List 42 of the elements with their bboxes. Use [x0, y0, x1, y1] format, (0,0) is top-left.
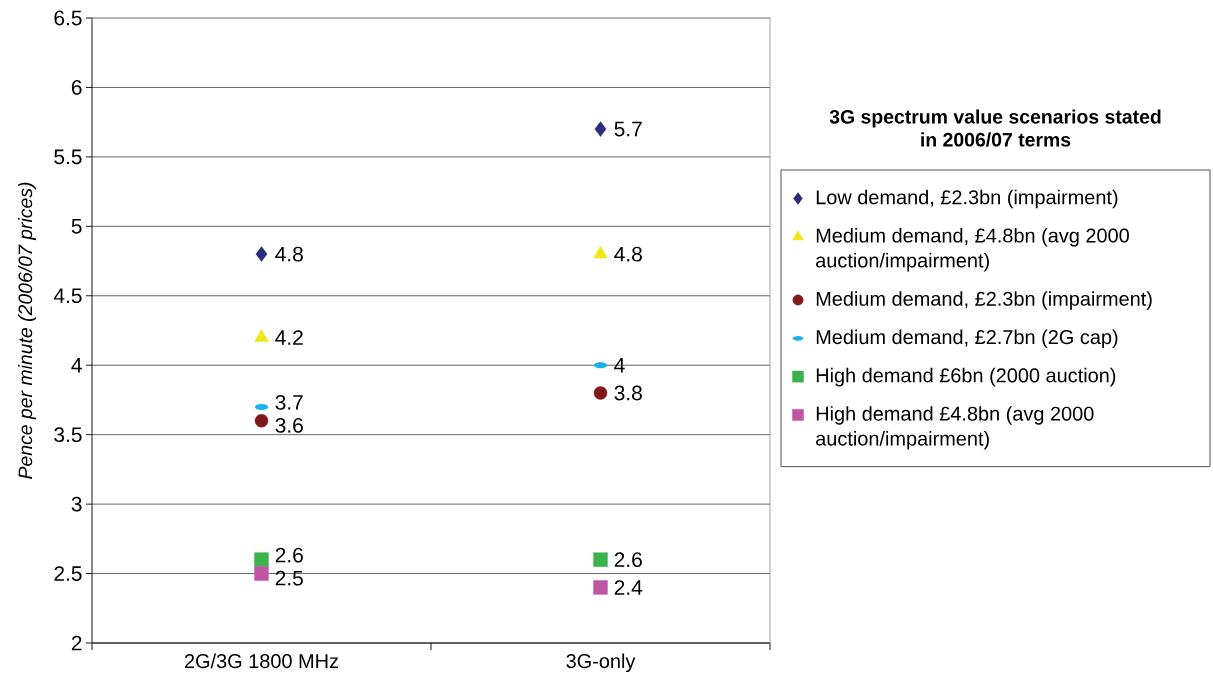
data-label: 2.6: [614, 552, 642, 568]
data-label: 2.5: [275, 570, 303, 586]
legend-label: High demand £4.8bn (avg 2000 auction/impairment): [816, 406, 1094, 450]
y-tick-label: 5: [71, 219, 82, 234]
point: [254, 566, 269, 581]
legend-label: Medium demand, £2.3bn (impairment): [816, 291, 1152, 310]
data-label: 5.7: [614, 121, 642, 137]
point: [254, 552, 269, 567]
point: [254, 329, 269, 342]
point: [593, 580, 608, 595]
data-label: 3.7: [275, 394, 303, 410]
point: [593, 552, 608, 567]
legend-label: Medium demand, £4.8bn (avg 2000 auction/impairment): [816, 228, 1129, 272]
data-label: 3.8: [614, 385, 642, 401]
data-label: 4.2: [275, 330, 303, 345]
y-tick-label: 6: [71, 80, 82, 95]
y-tick-label: 6.5: [54, 10, 82, 26]
point: [593, 386, 608, 400]
y-tick-label: 2: [71, 635, 82, 651]
y-tick-label: 3: [71, 496, 82, 512]
data-label: 2.6: [275, 547, 303, 563]
y-tick-label: 4: [71, 358, 82, 373]
point: [255, 246, 268, 262]
y-tick-label: 2.5: [54, 566, 82, 581]
y-tick-label: 5.5: [54, 149, 82, 165]
data-label: 4: [614, 358, 625, 373]
legend-label: Medium demand, £2.7bn (2G cap): [816, 329, 1118, 349]
y-tick-label: 3.5: [54, 427, 82, 443]
x-tick-label: 3G-only: [566, 653, 636, 673]
x-tick-label: 2G/3G 1800 MHz: [184, 653, 338, 669]
data-label: 4.8: [275, 246, 303, 262]
point: [594, 121, 607, 137]
data-label: 4.8: [614, 246, 642, 262]
legend-label: High demand £6bn (2000 auction): [816, 367, 1116, 387]
point: [593, 245, 608, 259]
point: [254, 414, 269, 428]
y-axis-title: Pence per minute (2006/07 prices): [17, 182, 37, 479]
data-label: 2.4: [614, 580, 643, 595]
y-tick-label: 4.5: [53, 288, 82, 304]
legend-label: Low demand, £2.3bn (impairment): [816, 189, 1118, 209]
data-label: 3.6: [275, 417, 303, 433]
legend-title: 3G spectrum value scenarios stated in 2006/07 terms: [829, 109, 1161, 147]
